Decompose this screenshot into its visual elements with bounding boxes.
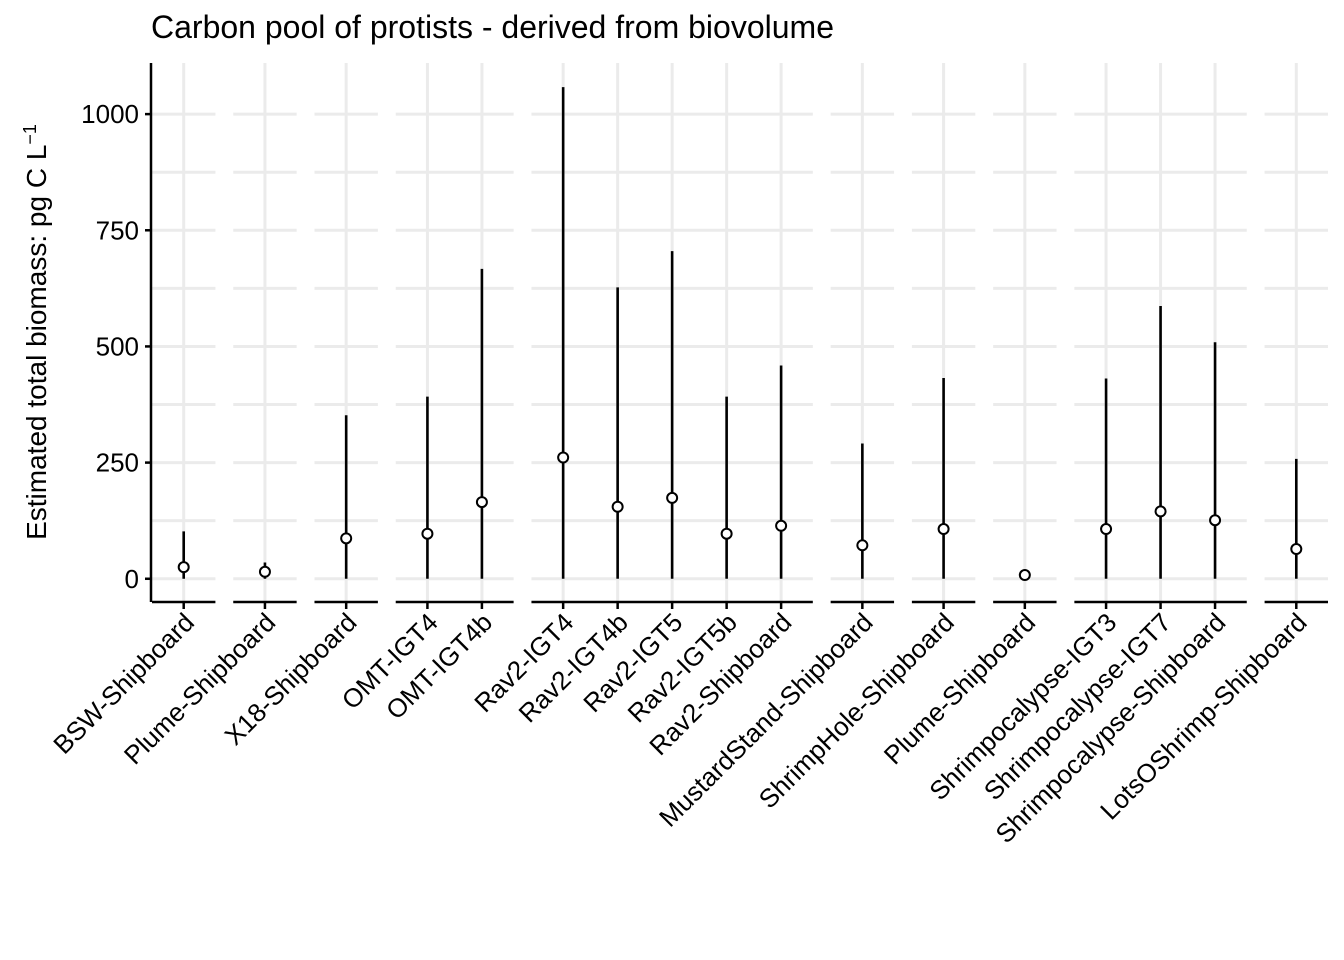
data-point xyxy=(475,496,488,509)
data-point xyxy=(856,539,869,552)
data-point xyxy=(557,451,570,464)
y-tick-label: 1000 xyxy=(81,99,139,129)
y-axis-title: Estimated total biomass: pg C L−1 xyxy=(20,124,52,540)
y-tick-label: 250 xyxy=(96,448,139,478)
data-point xyxy=(177,561,190,574)
data-point xyxy=(1018,569,1031,582)
chart-title: Carbon pool of protists - derived from b… xyxy=(151,9,834,45)
data-point xyxy=(666,491,679,504)
x-tick-label: Plume-Shipboard xyxy=(118,607,281,770)
y-axis-title-text: Estimated total biomass: pg C L xyxy=(21,145,52,540)
y-axis: 0 250 500 750 1000 xyxy=(81,63,153,602)
data-point xyxy=(340,532,353,545)
data-point xyxy=(937,523,950,536)
data-point xyxy=(421,527,434,540)
data-point xyxy=(611,500,624,513)
panel-layer xyxy=(152,600,1328,609)
y-tick-label: 0 xyxy=(125,564,139,594)
data-point xyxy=(1100,523,1113,536)
marks-layer xyxy=(177,87,1303,582)
data-point xyxy=(258,565,271,578)
data-point xyxy=(1290,543,1303,556)
data-point xyxy=(720,527,733,540)
y-tick-label: 750 xyxy=(96,215,139,245)
y-axis-title-exponent: −1 xyxy=(20,124,40,145)
y-tick-label: 500 xyxy=(96,331,139,361)
x-tick-label: BSW-Shipboard xyxy=(47,607,200,760)
x-axis-labels: BSW-ShipboardPlume-ShipboardX18-Shipboar… xyxy=(47,607,1312,849)
data-point xyxy=(775,519,788,532)
data-point xyxy=(1209,514,1222,527)
grid-layer xyxy=(152,63,1328,602)
data-point xyxy=(1154,505,1167,518)
